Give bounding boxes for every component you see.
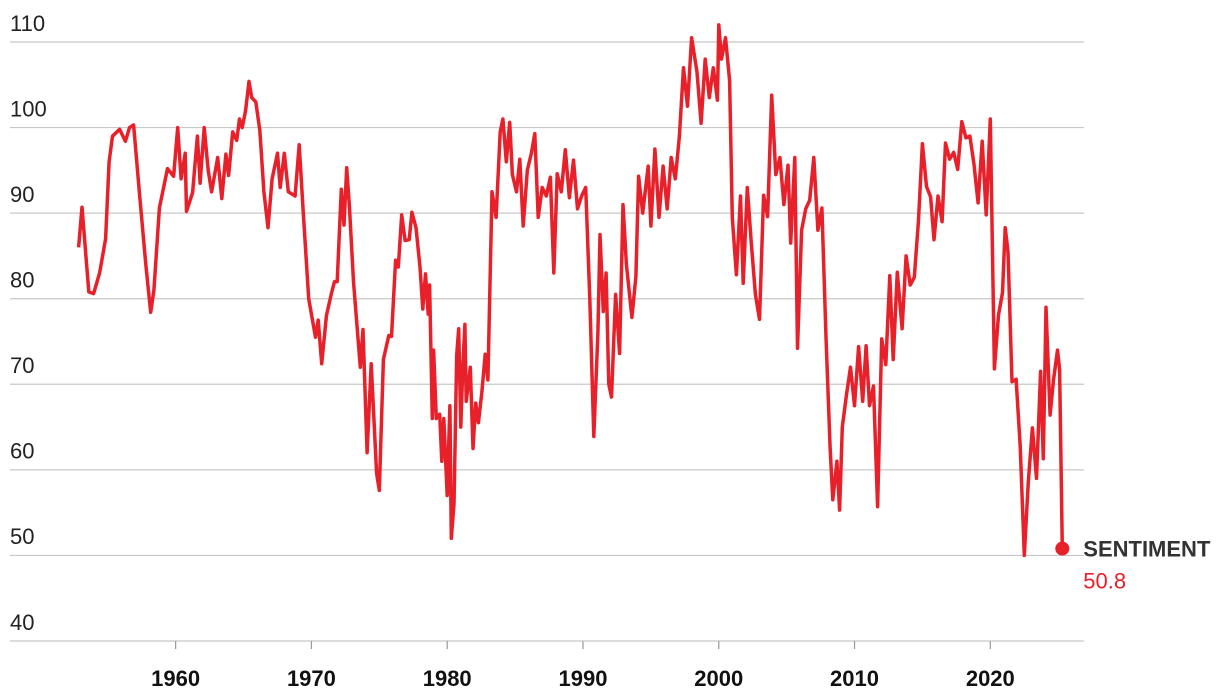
x-tick-label: 2020 [966, 666, 1015, 691]
value-label: 50.8 [1083, 568, 1126, 593]
y-tick-label: 100 [10, 96, 47, 121]
y-tick-label: 50 [10, 524, 34, 549]
y-tick-label: 70 [10, 353, 34, 378]
x-tick-label: 2000 [694, 666, 743, 691]
y-tick-label: 40 [10, 610, 34, 635]
series-label: SENTIMENT [1083, 536, 1211, 561]
y-tick-label: 80 [10, 268, 34, 293]
x-tick-label: 1990 [559, 666, 608, 691]
line [76, 23, 1065, 558]
x-tick-label: 1970 [287, 666, 336, 691]
y-tick-label: 90 [10, 182, 34, 207]
y-tick-label: 110 [10, 11, 45, 36]
x-tick-label: 1960 [151, 666, 200, 691]
end-point [1055, 541, 1070, 556]
y-tick-label: 60 [10, 439, 34, 464]
x-tick-label: 1980 [423, 666, 472, 691]
x-tick-label: 2010 [830, 666, 879, 691]
